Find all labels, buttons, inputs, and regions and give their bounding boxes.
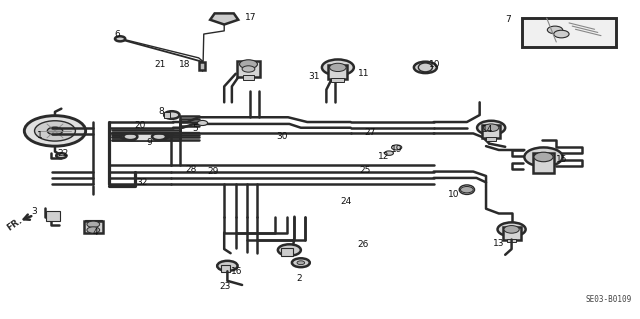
Circle shape [239, 60, 257, 69]
Ellipse shape [419, 63, 433, 72]
Circle shape [87, 227, 100, 233]
Text: 8: 8 [159, 108, 164, 116]
Bar [522, 18, 616, 47]
Circle shape [534, 152, 553, 162]
Text: 15: 15 [556, 155, 567, 164]
Circle shape [461, 187, 473, 193]
Circle shape [554, 30, 569, 38]
Text: 24: 24 [340, 197, 351, 206]
Circle shape [392, 145, 402, 150]
Circle shape [87, 221, 100, 227]
Text: 5: 5 [193, 124, 198, 133]
Text: 25: 25 [359, 166, 371, 175]
Bar [135, 133, 154, 140]
Circle shape [124, 133, 138, 140]
Circle shape [242, 66, 255, 72]
Bar [533, 153, 554, 173]
Text: 1: 1 [37, 131, 43, 140]
Text: 2: 2 [297, 274, 302, 283]
Circle shape [197, 121, 207, 125]
Bar [198, 62, 205, 70]
Text: 12: 12 [378, 152, 390, 161]
Circle shape [35, 121, 76, 141]
Circle shape [152, 133, 166, 140]
Text: 16: 16 [231, 267, 243, 276]
Circle shape [115, 36, 125, 41]
Text: 20: 20 [134, 121, 145, 130]
Circle shape [292, 258, 310, 267]
Text: 17: 17 [245, 13, 257, 22]
Circle shape [483, 124, 499, 131]
Circle shape [217, 261, 237, 271]
Text: 3: 3 [31, 207, 36, 216]
Text: SE03-B0109: SE03-B0109 [586, 295, 632, 304]
Text: 29: 29 [207, 167, 218, 176]
Text: 6: 6 [115, 30, 120, 39]
Text: 14: 14 [482, 125, 493, 134]
Ellipse shape [460, 185, 474, 195]
Circle shape [385, 151, 394, 155]
Text: 31: 31 [308, 72, 319, 81]
Bar [237, 61, 260, 77]
Circle shape [164, 111, 179, 119]
Circle shape [278, 244, 301, 256]
Circle shape [524, 147, 563, 167]
Bar [164, 112, 170, 118]
Polygon shape [210, 13, 238, 25]
Text: 9: 9 [147, 137, 152, 146]
Bar [46, 211, 60, 221]
Bar [218, 16, 230, 20]
Text: 10: 10 [449, 190, 460, 199]
Circle shape [414, 62, 437, 73]
Text: 18: 18 [179, 60, 190, 69]
Ellipse shape [120, 133, 149, 140]
Text: 13: 13 [493, 239, 504, 248]
Text: 32: 32 [137, 178, 148, 187]
Text: 19: 19 [391, 145, 403, 154]
Bar [221, 265, 230, 271]
Text: 30: 30 [276, 132, 287, 141]
Bar [243, 75, 254, 80]
Circle shape [47, 127, 63, 135]
Bar [332, 78, 344, 82]
Circle shape [477, 121, 505, 135]
Circle shape [24, 116, 86, 146]
Circle shape [547, 26, 563, 34]
Text: 7: 7 [506, 15, 511, 24]
Text: 27: 27 [364, 128, 376, 137]
Text: 10: 10 [429, 60, 441, 69]
Bar [486, 137, 496, 141]
Circle shape [497, 222, 525, 236]
Bar [328, 65, 348, 79]
Circle shape [322, 59, 354, 75]
Bar [507, 239, 516, 242]
Bar [502, 227, 520, 240]
Text: 28: 28 [186, 165, 196, 174]
Circle shape [297, 261, 305, 265]
Text: 21: 21 [155, 60, 166, 69]
Bar [84, 221, 103, 233]
Circle shape [330, 63, 346, 71]
Text: FR.: FR. [5, 216, 24, 233]
Text: 4: 4 [92, 228, 98, 237]
Bar [281, 248, 292, 256]
Text: 22: 22 [58, 149, 69, 158]
Text: 26: 26 [358, 240, 369, 249]
Circle shape [504, 226, 519, 233]
Text: 23: 23 [220, 282, 231, 291]
Bar [482, 125, 500, 138]
Ellipse shape [140, 133, 168, 140]
Text: 11: 11 [358, 69, 369, 78]
Circle shape [56, 153, 67, 158]
